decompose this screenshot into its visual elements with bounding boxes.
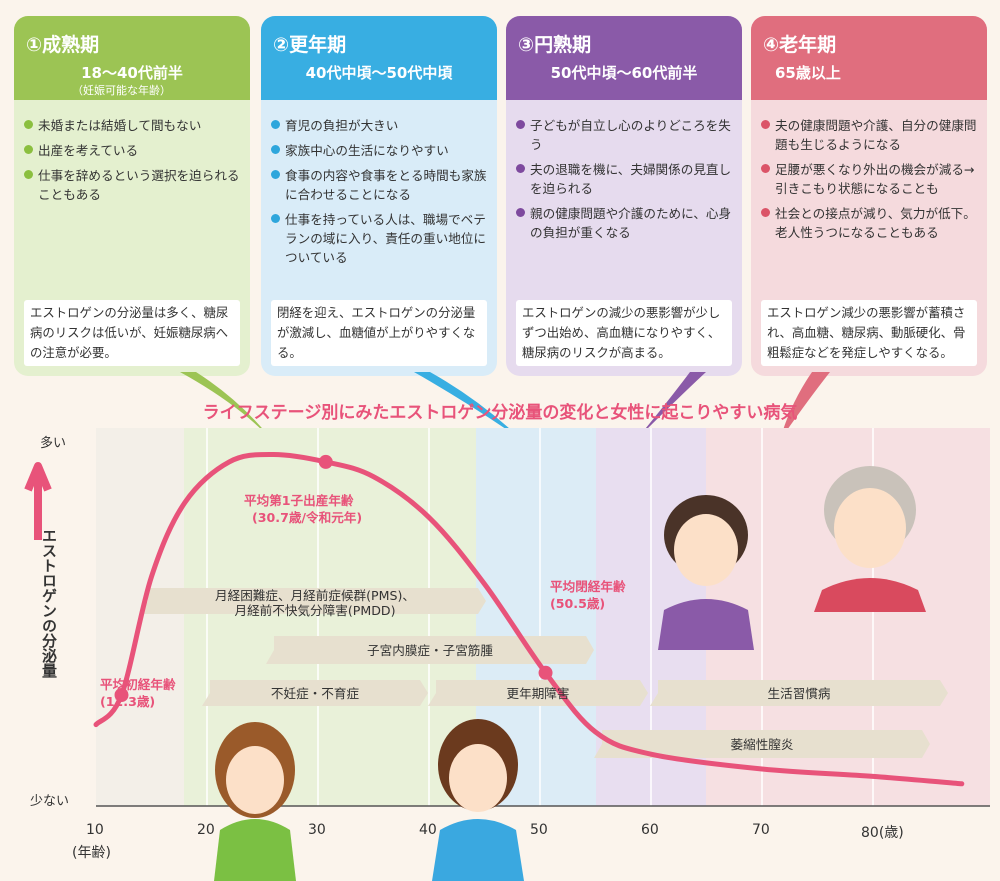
- disease-bar: [266, 636, 594, 664]
- y-axis-arrow-icon: [24, 462, 52, 540]
- x-tick-label: 10: [86, 822, 104, 838]
- stage-panel-mature: ③円熟期 50代中頃～60代前半 子どもが自立し心のよりどころを失う 夫の退職を…: [506, 16, 742, 376]
- disease-bar: [650, 680, 948, 706]
- stage-note: エストロゲンの減少の悪影響が少しずつ出始め、高血糖になりやすく、糖尿病のリスクが…: [516, 300, 732, 366]
- disease-bar: [594, 730, 930, 758]
- stage-item-list: 子どもが自立し心のよりどころを失う 夫の退職を機に、夫婦関係の見直しを迫られる …: [516, 116, 732, 248]
- stage-age: 40代中頃～50代中頃: [305, 64, 453, 82]
- age-markers: [114, 454, 553, 702]
- panel-header: ②更年期 40代中頃～50代中頃: [261, 16, 497, 100]
- disease-label: 子宮内膜症・子宮筋腫: [367, 643, 493, 658]
- stage-age: 50代中頃～60代前半: [550, 64, 698, 82]
- disease-label: 更年期障害: [506, 686, 570, 701]
- bullet-icon: [761, 208, 770, 217]
- menarche-annotation: 平均初経年齢 (12.3歳): [100, 677, 176, 709]
- disease-label: 生活習慣病: [767, 686, 831, 701]
- stage-age: 65歳以上: [775, 64, 841, 82]
- x-tick-label: 40: [419, 822, 437, 838]
- stage-item-list: 育児の負担が大きい 家族中心の生活になりやすい 食事の内容や食事をとる時間も家族…: [271, 116, 487, 273]
- x-tick-label: 70: [752, 822, 770, 838]
- list-item: 出産を考えている: [24, 141, 240, 160]
- disease-bar: [140, 588, 486, 614]
- disease-label: 萎縮性膣炎: [730, 737, 794, 752]
- bullet-icon: [271, 145, 280, 154]
- panel-header: ④老年期 65歳以上: [751, 16, 987, 100]
- list-item: 仕事を辞めるという選択を迫られることもある: [24, 166, 240, 204]
- bullet-icon: [271, 120, 280, 129]
- elderly-woman-figure: [814, 466, 926, 612]
- disease-label: 不妊症・不育症: [270, 686, 360, 701]
- panel-header: ①成熟期 18～40代前半 （妊娠可能な年齢）: [14, 16, 250, 100]
- list-item: 仕事を持っている人は、職場でベテランの域に入り、責任の重い地位についている: [271, 210, 487, 267]
- chart-title: ライフステージ別にみたエストロゲン分泌量の変化と女性に起こりやすい病気: [202, 403, 798, 423]
- x-tick-label: 30: [308, 822, 326, 838]
- curve-marker: [114, 688, 129, 702]
- stage-panel-menopause: ②更年期 40代中頃～50代中頃 育児の負担が大きい 家族中心の生活になりやすい…: [261, 16, 497, 376]
- bullet-icon: [271, 170, 280, 179]
- stage-title: ②更年期: [273, 34, 347, 56]
- x-tick-label: 50: [530, 822, 548, 838]
- woman-figure: [432, 719, 524, 881]
- girl-figure: [214, 722, 296, 881]
- stage-note: エストロゲン減少の悪影響が蓄積され、高血糖、糖尿病、動脈硬化、骨粗鬆症などを発症…: [761, 300, 977, 366]
- disease-label: 月経困難症、月経前症候群(PMS)、 月経前不快気分障害(PMDD): [215, 588, 415, 618]
- bullet-icon: [516, 208, 525, 217]
- middle-aged-woman-figure: [658, 495, 754, 650]
- stage-title: ③円熟期: [518, 34, 592, 56]
- bullet-icon: [761, 164, 770, 173]
- x-tick-label: 20: [197, 822, 215, 838]
- stage-note: 閉経を迎え、エストロゲンの分泌量が激減し、血糖値が上がりやすくなる。: [271, 300, 487, 366]
- estrogen-curve: [93, 451, 965, 787]
- stage-note: エストロゲンの分泌量は多く、糖尿病のリスクは低いが、妊娠糖尿病への注意が必要。: [24, 300, 240, 366]
- y-axis-title: エストロゲンの分泌量: [40, 528, 58, 678]
- list-item: 食事の内容や食事をとる時間も家族に合わせることになる: [271, 166, 487, 204]
- panel-header: ③円熟期 50代中頃～60代前半: [506, 16, 742, 100]
- list-item: 社会との接点が減り、気力が低下。老人性うつになることもある: [761, 204, 977, 242]
- list-item: 未婚または結婚して間もない: [24, 116, 240, 135]
- disease-bar: [428, 680, 648, 706]
- x-tick-label: 80(歳): [861, 825, 904, 841]
- list-item: 家族中心の生活になりやすい: [271, 141, 487, 160]
- list-item: 育児の負担が大きい: [271, 116, 487, 135]
- list-item: 夫の退職を機に、夫婦関係の見直しを迫られる: [516, 160, 732, 198]
- bullet-icon: [516, 164, 525, 173]
- stage-panel-elderly: ④老年期 65歳以上 夫の健康問題や介護、自分の健康問題も生じるようになる 足腰…: [751, 16, 987, 376]
- y-axis-high-label: 多い: [40, 436, 67, 451]
- bullet-icon: [761, 120, 770, 129]
- bullet-icon: [271, 214, 280, 223]
- x-tick-label: 60: [641, 822, 659, 838]
- stage-age: 18～40代前半: [81, 64, 183, 82]
- disease-bar: [202, 680, 428, 706]
- curve-marker: [538, 665, 553, 680]
- stage-item-list: 夫の健康問題や介護、自分の健康問題も生じるようになる 足腰が悪くなり外出の機会が…: [761, 116, 977, 248]
- stage-title: ①成熟期: [26, 34, 100, 56]
- list-item: 夫の健康問題や介護、自分の健康問題も生じるようになる: [761, 116, 977, 154]
- stage-item-list: 未婚または結婚して間もない 出産を考えている 仕事を辞めるという選択を迫られるこ…: [24, 116, 240, 210]
- list-item: 足腰が悪くなり外出の機会が減る→引きこもり状態になることも: [761, 160, 977, 198]
- stage-title: ④老年期: [763, 34, 837, 56]
- first-birth-annotation: 平均第1子出産年齢 (30.7歳/令和元年): [244, 493, 363, 525]
- stage-panel-maturity: ①成熟期 18～40代前半 （妊娠可能な年齢） 未婚または結婚して間もない 出産…: [14, 16, 250, 376]
- bullet-icon: [24, 145, 33, 154]
- x-axis-unit: (年齢): [72, 845, 111, 861]
- list-item: 子どもが自立し心のよりどころを失う: [516, 116, 732, 154]
- bullet-icon: [24, 120, 33, 129]
- stage-age-note: （妊娠可能な年齢）: [72, 84, 171, 97]
- y-axis-low-label: 少ない: [30, 794, 70, 809]
- list-item: 親の健康問題や介護のために、心身の負担が重くなる: [516, 204, 732, 242]
- menopause-annotation: 平均閉経年齢 (50.5歳): [550, 579, 626, 611]
- bullet-icon: [24, 170, 33, 179]
- pointer-elderly: [780, 372, 830, 440]
- bullet-icon: [516, 120, 525, 129]
- curve-marker: [318, 454, 333, 469]
